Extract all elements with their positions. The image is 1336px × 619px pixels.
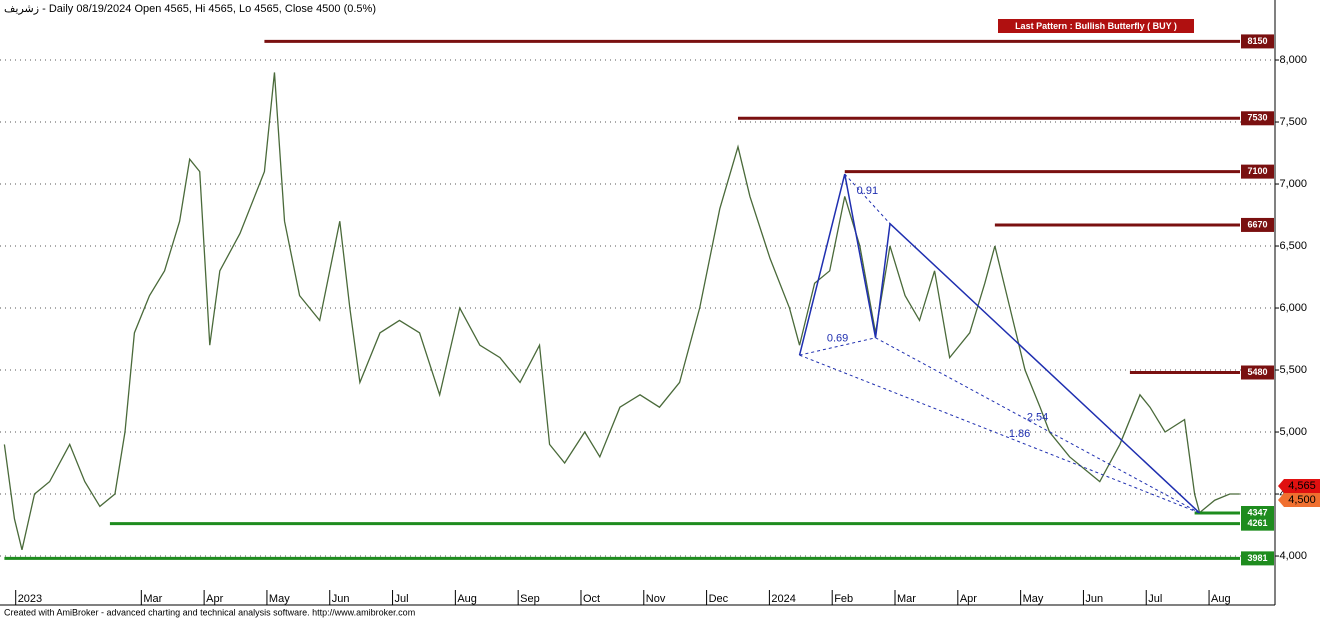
level-label: 7530 <box>1247 113 1267 123</box>
pattern-label-box <box>998 19 1194 33</box>
y-tick-label: 6,500 <box>1279 240 1307 252</box>
x-tick-label: May <box>1023 593 1044 605</box>
x-tick-label: Aug <box>1211 593 1231 605</box>
footer: Created with AmiBroker - advanced charti… <box>4 607 415 617</box>
pattern-ratio: 0.91 <box>857 185 878 197</box>
level-tag <box>1241 516 1274 531</box>
y-tick-label: 8,000 <box>1279 54 1307 66</box>
y-tick-label: 6,000 <box>1279 302 1307 314</box>
level-tag <box>1241 505 1274 520</box>
x-tick-label: Dec <box>709 593 729 605</box>
x-tick-label: Mar <box>897 593 916 605</box>
price-tag-label: 4,565 <box>1288 480 1316 492</box>
x-tick-label: Mar <box>143 593 162 605</box>
y-tick-label: 4,000 <box>1279 550 1307 562</box>
price-line <box>3 72 1240 550</box>
level-tag <box>1241 34 1274 49</box>
x-tick-label: Nov <box>646 593 666 605</box>
x-tick-label: Feb <box>834 593 853 605</box>
pattern-guide <box>844 173 891 225</box>
x-tick-label: Apr <box>960 593 977 605</box>
level-label: 4347 <box>1247 507 1267 517</box>
x-tick-label: Aug <box>457 593 477 605</box>
level-label: 6670 <box>1247 219 1267 229</box>
x-tick-label: Apr <box>206 593 223 605</box>
pattern-guide <box>875 337 1200 514</box>
x-tick-label: Jun <box>332 593 350 605</box>
level-tag <box>1241 365 1274 380</box>
y-tick-label: 5,000 <box>1279 426 1307 438</box>
level-label: 7100 <box>1247 166 1267 176</box>
level-label: 8150 <box>1247 36 1267 46</box>
level-tag <box>1241 551 1274 566</box>
level-label: 5480 <box>1247 367 1267 377</box>
x-tick-label: May <box>269 593 290 605</box>
level-label: 4261 <box>1247 518 1267 528</box>
chart-title: زشریف - Daily 08/19/2024 Open 4565, Hi 4… <box>4 3 376 15</box>
level-tag <box>1241 164 1274 179</box>
x-tick-label: Sep <box>520 593 540 605</box>
pattern-ratio: 1.86 <box>1009 428 1030 440</box>
y-tick-label: 7,500 <box>1279 116 1307 128</box>
x-tick-label: 2024 <box>771 593 795 605</box>
price-tag <box>1278 493 1320 508</box>
x-tick-label: Jul <box>1148 593 1162 605</box>
price-tag-label: 4,500 <box>1288 494 1316 506</box>
y-tick-label: 7,000 <box>1279 178 1307 190</box>
price-tag <box>1278 478 1320 493</box>
level-tag <box>1241 217 1274 232</box>
pattern-ratio: 2.54 <box>1027 411 1048 423</box>
level-tag <box>1241 111 1274 126</box>
x-tick-label: 2023 <box>18 593 42 605</box>
pattern-label: Last Pattern : Bullish Butterfly ( BUY ) <box>1015 21 1177 31</box>
level-label: 3981 <box>1247 553 1267 563</box>
x-tick-label: Jul <box>395 593 409 605</box>
pattern-ratio: 0.69 <box>827 332 848 344</box>
y-tick-label: 5,500 <box>1279 364 1307 376</box>
pattern-guide <box>799 337 876 356</box>
x-tick-label: Oct <box>583 593 600 605</box>
x-tick-label: Jun <box>1085 593 1103 605</box>
